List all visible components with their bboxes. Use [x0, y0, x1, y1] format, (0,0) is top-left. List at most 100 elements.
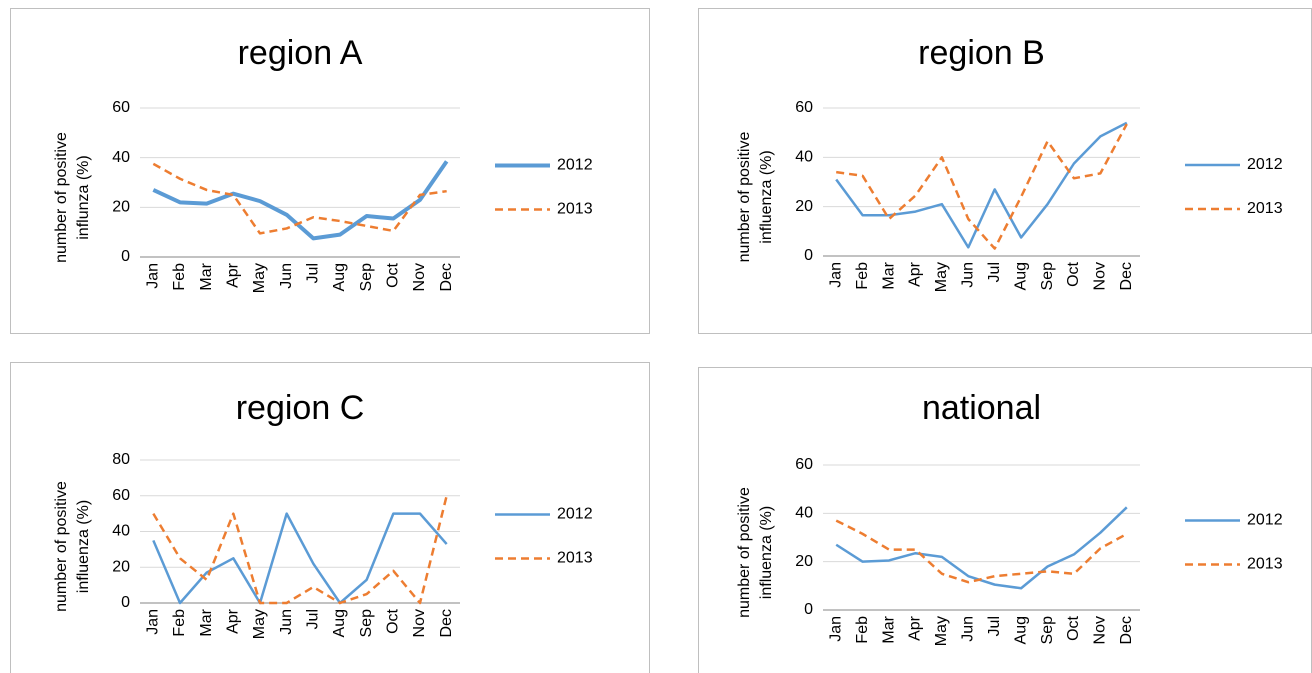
- panel-frame: [10, 8, 650, 334]
- y-axis-label: number of positive: [736, 132, 753, 263]
- x-tick-label: Jun: [278, 263, 295, 289]
- x-tick-label: Feb: [171, 263, 188, 291]
- x-tick-label: May: [933, 262, 950, 292]
- data-line: [152, 160, 449, 241]
- chart-panel: national 0 20 40 60 number of positive influen…: [698, 367, 1312, 673]
- x-tick-label: Mar: [880, 261, 897, 289]
- data-line: [152, 162, 447, 235]
- data-line: [152, 512, 448, 605]
- data-line: [152, 495, 448, 605]
- legend-label: 2012: [557, 157, 593, 174]
- x-tick-label: May: [251, 263, 268, 293]
- data-line: [836, 123, 1128, 250]
- x-tick-label: Dec: [1118, 616, 1135, 644]
- x-tick-label: Apr: [907, 261, 924, 287]
- y-axis-label: number of positive: [53, 132, 70, 263]
- x-tick-label: Mar: [198, 608, 215, 636]
- chart-panel: region A 0 20 40 60 number of positive influnz…: [10, 8, 650, 334]
- y-tick-label: 40: [795, 505, 813, 522]
- x-tick-label: Sep: [358, 609, 375, 638]
- y-tick-label: 60: [112, 99, 130, 116]
- x-tick-label: Apr: [225, 262, 242, 288]
- x-tick-label: Jun: [278, 609, 295, 635]
- x-tick-label: Feb: [854, 262, 871, 290]
- y-tick-label: 40: [795, 149, 813, 166]
- x-tick-label: Jan: [145, 609, 162, 635]
- x-tick-label: Jan: [827, 262, 844, 288]
- x-tick-label: Oct: [385, 262, 402, 287]
- x-tick-label: Oct: [385, 608, 402, 633]
- x-tick-label: Aug: [331, 263, 348, 291]
- x-tick-label: Feb: [171, 609, 188, 637]
- x-tick-label: Aug: [1012, 262, 1029, 290]
- legend-label: 2013: [1247, 200, 1283, 217]
- x-tick-label: Aug: [1012, 616, 1029, 644]
- y-tick-label: 20: [795, 198, 813, 215]
- y-tick-label: 60: [795, 456, 813, 473]
- x-tick-label: Aug: [331, 609, 348, 637]
- x-tick-label: Mar: [880, 615, 897, 643]
- x-tick-label: Sep: [1039, 262, 1056, 291]
- legend-label: 2012: [1247, 156, 1283, 173]
- y-tick-label: 0: [804, 601, 813, 618]
- y-tick-label: 60: [795, 99, 813, 116]
- x-tick-label: Apr: [907, 615, 924, 641]
- y-axis-label: number of positive: [736, 487, 753, 618]
- x-tick-label: Nov: [1092, 262, 1109, 290]
- x-tick-label: Mar: [198, 262, 215, 290]
- y-tick-label: 0: [121, 594, 130, 611]
- y-tick-label: 80: [112, 451, 130, 468]
- x-tick-label: Jul: [986, 262, 1003, 282]
- y-tick-label: 20: [112, 199, 130, 216]
- x-tick-label: Nov: [1092, 616, 1109, 644]
- x-tick-label: May: [933, 616, 950, 646]
- x-tick-label: Oct: [1065, 261, 1082, 286]
- x-tick-label: Dec: [1118, 262, 1135, 290]
- y-tick-label: 0: [121, 248, 130, 265]
- chart-title: national: [922, 389, 1041, 427]
- chart-title: region B: [918, 34, 1045, 72]
- x-tick-label: Jan: [145, 263, 162, 289]
- y-tick-label: 0: [804, 247, 813, 264]
- x-tick-label: Jul: [305, 609, 322, 629]
- y-axis-label: influenza (%): [758, 506, 775, 599]
- x-tick-label: Sep: [358, 263, 375, 292]
- data-line: [835, 506, 1128, 590]
- chart-title: region C: [236, 389, 365, 427]
- data-line: [835, 121, 1128, 249]
- legend-label: 2013: [557, 550, 593, 567]
- y-axis-label: influenza (%): [75, 500, 92, 593]
- x-tick-label: Oct: [1065, 615, 1082, 640]
- x-tick-label: Jun: [960, 616, 977, 642]
- chart-panel: region C 0 20 40 60 80 number of positive influ…: [10, 362, 650, 673]
- x-tick-label: Jun: [960, 262, 977, 288]
- x-tick-label: Nov: [411, 609, 428, 637]
- chart-panel: region B 0 20 40 60 number of positive influen…: [698, 8, 1312, 334]
- y-axis-label: influnza (%): [75, 155, 92, 239]
- y-axis-label: number of positive: [53, 481, 70, 612]
- data-line: [835, 519, 1128, 584]
- y-tick-label: 40: [112, 523, 130, 540]
- x-tick-label: Nov: [411, 263, 428, 291]
- legend-label: 2012: [557, 506, 593, 523]
- x-tick-label: Jul: [986, 616, 1003, 636]
- x-tick-label: May: [251, 609, 268, 639]
- panel-frame: [10, 362, 650, 673]
- y-tick-label: 40: [112, 149, 130, 166]
- legend-label: 2013: [1247, 556, 1283, 573]
- legend-label: 2012: [1247, 512, 1283, 529]
- x-tick-label: Feb: [854, 616, 871, 644]
- y-tick-label: 60: [112, 487, 130, 504]
- x-tick-label: Jan: [827, 616, 844, 642]
- x-tick-label: Jul: [305, 263, 322, 283]
- x-tick-label: Apr: [225, 608, 242, 634]
- x-tick-label: Dec: [438, 263, 455, 291]
- chart-title: region A: [238, 34, 363, 72]
- x-tick-label: Dec: [438, 609, 455, 637]
- x-tick-label: Sep: [1039, 616, 1056, 645]
- y-axis-label: influenza (%): [758, 150, 775, 243]
- legend-label: 2013: [557, 201, 593, 218]
- y-tick-label: 20: [112, 558, 130, 575]
- y-tick-label: 20: [795, 553, 813, 570]
